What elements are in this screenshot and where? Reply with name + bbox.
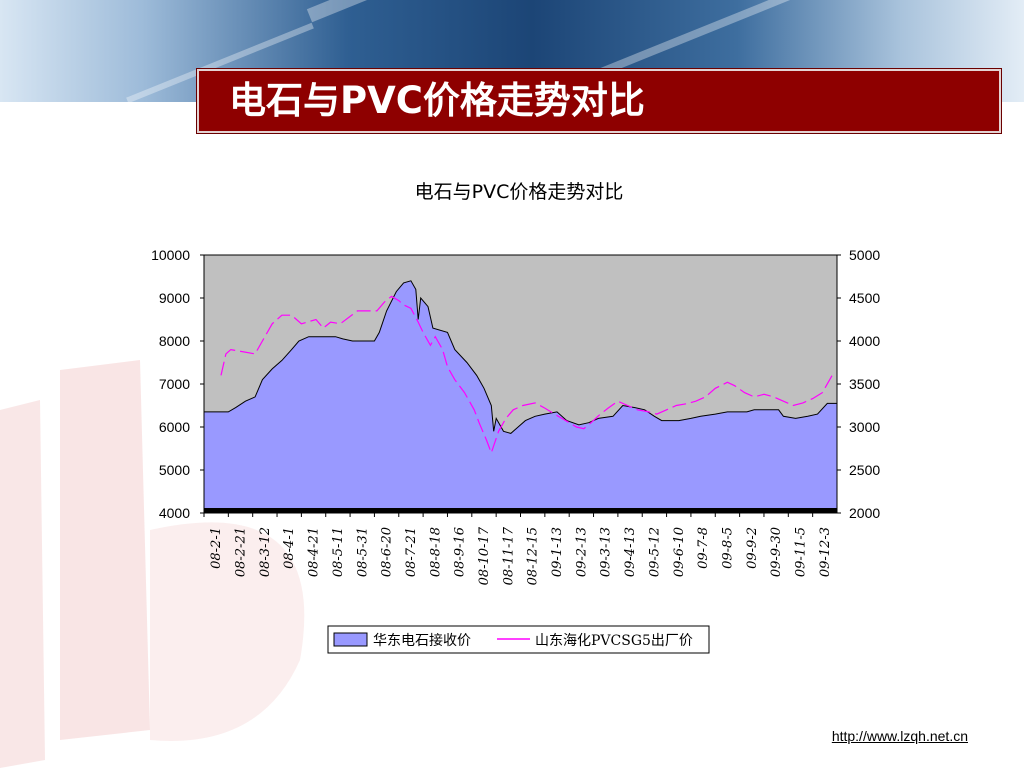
x-tick-label: 08-5-11 — [331, 527, 346, 577]
left-tick-label: 8000 — [159, 333, 190, 349]
x-tick-label: 09-4-13 — [623, 527, 638, 577]
x-tick-label: 09-9-30 — [769, 527, 784, 577]
x-tick-label: 08-2-1 — [209, 527, 224, 569]
left-tick-label: 9000 — [159, 290, 190, 306]
left-tick-label: 4000 — [159, 505, 190, 521]
x-tick-label: 08-11-17 — [501, 526, 516, 585]
x-tick-label: 08-10-17 — [477, 526, 492, 585]
x-axis-baseline — [204, 508, 837, 513]
x-tick-label: 09-6-10 — [672, 527, 687, 577]
right-tick-label: 5000 — [849, 247, 880, 263]
legend-swatch-area — [333, 632, 368, 647]
right-tick-label: 4000 — [849, 333, 880, 349]
legend-label-pvc: 山东海化PVCSG5出厂价 — [535, 633, 693, 649]
x-tick-label: 09-5-12 — [647, 527, 662, 577]
legend-label-carbide: 华东电石接收价 — [373, 632, 471, 649]
x-tick-label: 08-8-18 — [428, 527, 443, 577]
series-area-carbide — [203, 280, 838, 514]
x-tick-label: 09-8-5 — [720, 527, 735, 569]
left-tick-label: 6000 — [159, 419, 190, 435]
chart-title: 电石与PVC价格走势对比 — [415, 181, 624, 203]
x-tick-label: 08-6-20 — [380, 527, 395, 577]
series-line-pvc — [220, 295, 833, 455]
x-tick-label: 09-11-5 — [793, 527, 808, 577]
x-tick-label: 08-4-21 — [307, 527, 322, 577]
x-tick-label: 09-1-13 — [550, 527, 565, 577]
x-tick-label: 09-2-13 — [574, 527, 589, 577]
x-tick-label: 08-12-15 — [526, 527, 541, 585]
x-tick-label: 09-3-13 — [599, 527, 614, 577]
x-tick-label: 09-7-8 — [696, 527, 711, 569]
right-tick-label: 2500 — [849, 462, 880, 478]
right-tick-label: 2000 — [849, 505, 880, 521]
right-tick-label: 3000 — [849, 419, 880, 435]
x-tick-label: 08-7-21 — [404, 527, 419, 577]
x-tick-label: 08-9-16 — [453, 527, 468, 577]
right-tick-label: 3500 — [849, 376, 880, 392]
slide-title: 电石与PVC价格走势对比 — [229, 79, 645, 122]
x-tick-label: 08-2-21 — [234, 527, 249, 577]
left-tick-label: 7000 — [159, 376, 190, 392]
slide-title-box: 电石与PVC价格走势对比 — [197, 69, 1001, 133]
legend: 华东电石接收价 山东海化PVCSG5出厂价 — [327, 625, 710, 654]
x-tick-label: 09-12-3 — [818, 527, 833, 577]
left-tick-label: 10000 — [151, 247, 190, 263]
footer-url-link[interactable]: http://www.lzqh.net.cn — [831, 728, 968, 744]
x-tick-label: 09-9-2 — [745, 527, 760, 569]
x-tick-label: 08-4-1 — [282, 527, 297, 569]
right-tick-label: 4500 — [849, 290, 880, 306]
x-tick-label: 08-5-31 — [355, 527, 370, 577]
x-tick-label: 08-3-12 — [258, 527, 273, 577]
left-tick-label: 5000 — [159, 462, 190, 478]
